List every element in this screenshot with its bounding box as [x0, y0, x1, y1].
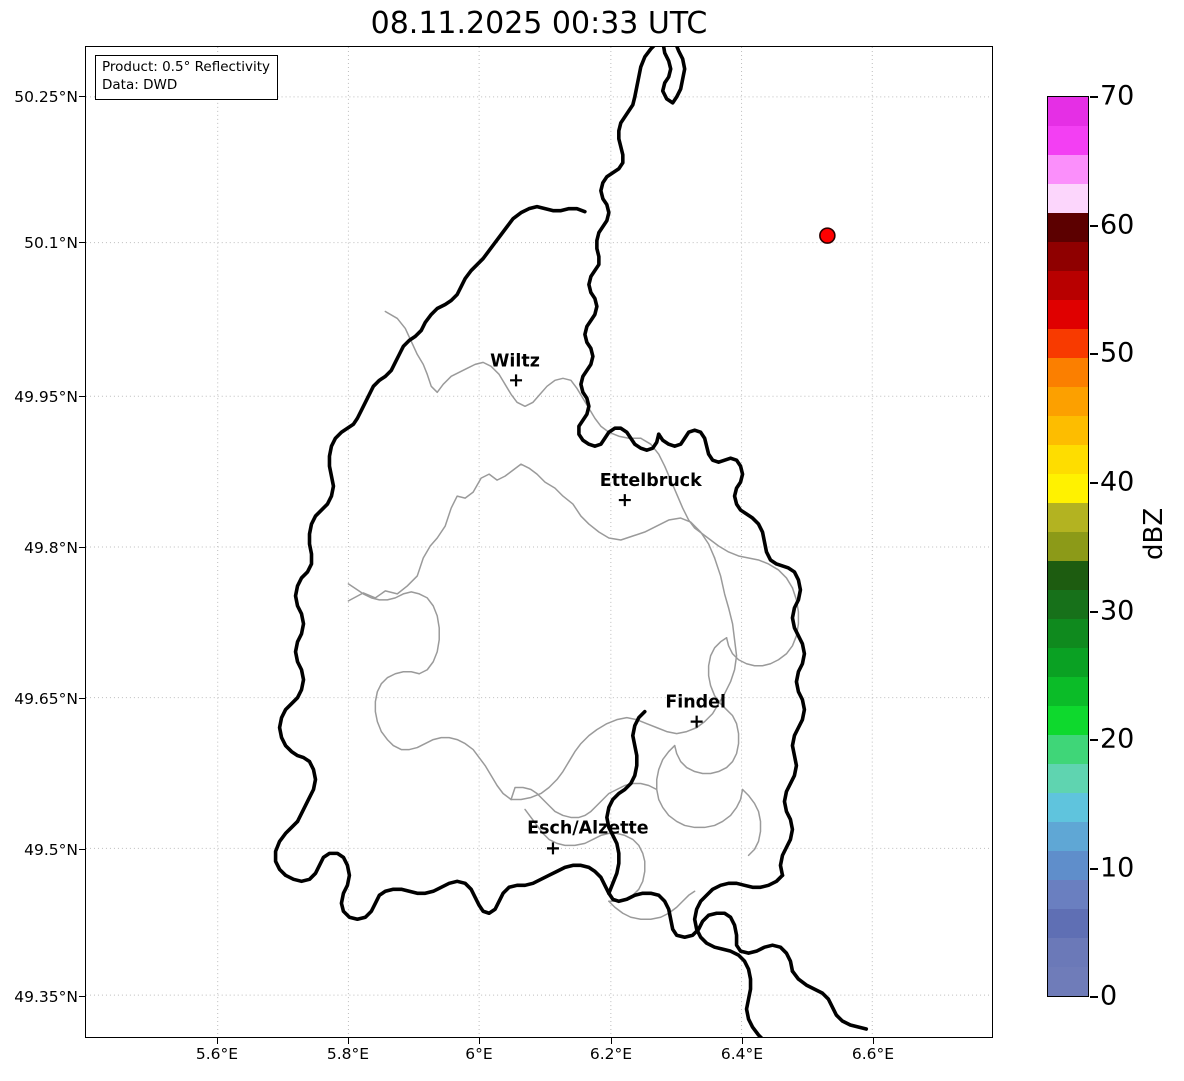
y-tick-mark-6	[79, 996, 85, 998]
colorbar-band-20	[1048, 677, 1088, 706]
colorbar-band-25	[1048, 822, 1088, 851]
colorbar-band-15	[1048, 532, 1088, 561]
colorbar-band-22	[1048, 735, 1088, 764]
x-tick-label-1: 5.8°E	[326, 1045, 370, 1063]
cbar-tick-mark-70	[1090, 96, 1098, 98]
colorbar-band-13	[1048, 474, 1088, 503]
y-tick-mark-3	[79, 547, 85, 549]
colorbar-unit-label: dBZ	[1139, 507, 1169, 560]
x-tick-mark-0	[217, 1038, 219, 1044]
colorbar-band-30	[1048, 967, 1088, 996]
colorbar-band-21	[1048, 706, 1088, 735]
colorbar-band-7	[1048, 300, 1088, 329]
colorbar-band-0	[1048, 97, 1088, 126]
colorbar-band-12	[1048, 445, 1088, 474]
city-marker-ettelbruck	[618, 494, 631, 507]
colorbar-band-27	[1048, 880, 1088, 909]
gridlines	[86, 47, 992, 1037]
reflectivity-colorbar[interactable]	[1047, 96, 1089, 997]
y-tick-label-0: 50.25°N	[14, 88, 78, 106]
radar-site-marker[interactable]	[819, 227, 836, 244]
x-tick-label-5: 6.6°E	[851, 1045, 895, 1063]
x-tick-label-3: 6.2°E	[589, 1045, 633, 1063]
cbar-tick-mark-30	[1090, 611, 1098, 613]
city-label-wiltz: Wiltz	[490, 351, 540, 371]
info-product-line: Product: 0.5° Reflectivity	[102, 59, 270, 75]
cbar-tick-mark-10	[1090, 868, 1098, 870]
y-tick-mark-5	[79, 849, 85, 851]
colorbar-band-16	[1048, 561, 1088, 590]
cbar-tick-label-20: 20	[1100, 723, 1135, 755]
colorbar-band-1	[1048, 126, 1088, 155]
colorbar-band-17	[1048, 590, 1088, 619]
x-tick-mark-4	[742, 1038, 744, 1044]
x-tick-label-0: 5.6°E	[195, 1045, 239, 1063]
cbar-tick-label-60: 60	[1100, 209, 1135, 241]
x-tick-mark-2	[479, 1038, 481, 1044]
y-tick-label-2: 49.95°N	[14, 388, 78, 406]
map-canvas: Wiltz Ettelbruck Findel Esch/Alzette	[86, 47, 992, 1037]
city-marker-wiltz	[510, 374, 523, 387]
cbar-tick-label-10: 10	[1100, 852, 1135, 884]
cbar-tick-label-0: 0	[1100, 980, 1118, 1012]
info-data-line: Data: DWD	[102, 76, 178, 93]
colorbar-band-2	[1048, 155, 1088, 184]
y-tick-mark-2	[79, 396, 85, 398]
x-tick-mark-5	[873, 1038, 875, 1044]
product-info-box: Product: 0.5° Reflectivity Data: DWD	[95, 55, 278, 100]
cbar-tick-label-50: 50	[1100, 337, 1135, 369]
y-tick-mark-0	[79, 96, 85, 98]
cbar-tick-label-40: 40	[1100, 466, 1135, 498]
x-tick-mark-1	[348, 1038, 350, 1044]
colorbar-band-6	[1048, 271, 1088, 300]
cbar-tick-mark-40	[1090, 482, 1098, 484]
x-tick-label-2: 6°E	[465, 1045, 493, 1063]
city-label-findel: Findel	[665, 693, 726, 713]
cbar-tick-label-30: 30	[1100, 595, 1135, 627]
colorbar-band-10	[1048, 387, 1088, 416]
city-label-esch-alzette: Esch/Alzette	[527, 818, 648, 838]
colorbar-band-26	[1048, 851, 1088, 880]
cbar-tick-mark-0	[1090, 996, 1098, 998]
y-tick-mark-1	[79, 242, 85, 244]
city-label-ettelbruck: Ettelbruck	[600, 471, 702, 491]
cbar-tick-mark-20	[1090, 739, 1098, 741]
city-marker-esch	[546, 842, 559, 855]
colorbar-band-29	[1048, 938, 1088, 967]
colorbar-band-5	[1048, 242, 1088, 271]
y-tick-label-5: 49.5°N	[24, 841, 78, 859]
y-tick-label-6: 49.35°N	[14, 988, 78, 1006]
y-tick-label-1: 50.1°N	[24, 234, 78, 252]
city-markers	[510, 374, 703, 855]
cbar-tick-label-70: 70	[1100, 80, 1135, 112]
y-tick-mark-4	[79, 698, 85, 700]
colorbar-band-18	[1048, 619, 1088, 648]
colorbar-band-9	[1048, 358, 1088, 387]
y-tick-label-4: 49.65°N	[14, 690, 78, 708]
cbar-tick-mark-60	[1090, 225, 1098, 227]
page-title: 08.11.2025 00:33 UTC	[370, 5, 708, 41]
x-tick-label-4: 6.4°E	[720, 1045, 764, 1063]
cbar-tick-mark-50	[1090, 353, 1098, 355]
colorbar-band-28	[1048, 909, 1088, 938]
map-plot-area[interactable]: Wiltz Ettelbruck Findel Esch/Alzette Pro…	[85, 46, 993, 1038]
colorbar-band-24	[1048, 793, 1088, 822]
y-tick-label-3: 49.8°N	[24, 539, 78, 557]
colorbar-band-3	[1048, 184, 1088, 213]
colorbar-band-14	[1048, 503, 1088, 532]
national-border	[273, 47, 869, 1037]
colorbar-band-8	[1048, 329, 1088, 358]
city-marker-findel	[690, 715, 703, 728]
x-tick-mark-3	[611, 1038, 613, 1044]
colorbar-band-19	[1048, 648, 1088, 677]
colorbar-band-23	[1048, 764, 1088, 793]
colorbar-band-11	[1048, 416, 1088, 445]
colorbar-band-4	[1048, 213, 1088, 242]
